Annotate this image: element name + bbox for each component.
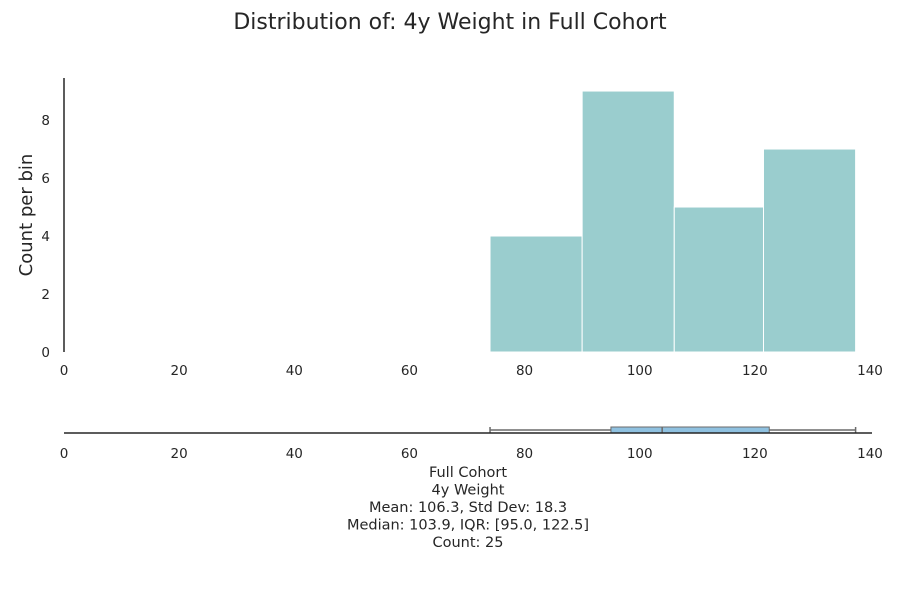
histogram-bar-2 bbox=[673, 206, 764, 353]
box-plot bbox=[489, 426, 857, 434]
box-x-tick-label: 140 bbox=[857, 446, 883, 462]
x-tick-label: 140 bbox=[857, 363, 883, 379]
box-iqr bbox=[610, 426, 770, 434]
x-tick-label: 80 bbox=[516, 363, 533, 379]
chart-title: Distribution of: 4y Weight in Full Cohor… bbox=[233, 10, 667, 35]
y-axis-label: Count per bin bbox=[16, 154, 37, 277]
histogram-bars bbox=[489, 90, 857, 353]
stats-line: Median: 103.9, IQR: [95.0, 122.5] bbox=[347, 518, 589, 534]
x-tick-label: 20 bbox=[171, 363, 188, 379]
box-x-tick-label: 120 bbox=[742, 446, 768, 462]
stats-line: Count: 25 bbox=[432, 535, 503, 551]
histogram-bar-1 bbox=[581, 90, 675, 353]
box-x-tick-label: 0 bbox=[60, 446, 69, 462]
box-x-tick-label: 40 bbox=[286, 446, 303, 462]
y-tick-label: 6 bbox=[41, 171, 50, 187]
box-x-tick-label: 100 bbox=[627, 446, 653, 462]
x-tick-label: 40 bbox=[286, 363, 303, 379]
box-x-tick-label: 20 bbox=[171, 446, 188, 462]
x-tick-label: 120 bbox=[742, 363, 768, 379]
box-x-ticks: 0 20 40 60 80 100 120 140 bbox=[60, 446, 883, 462]
x-tick-label: 100 bbox=[627, 363, 653, 379]
box-x-tick-label: 60 bbox=[401, 446, 418, 462]
stats-line: Mean: 106.3, Std Dev: 18.3 bbox=[369, 500, 567, 516]
y-tick-label: 2 bbox=[41, 287, 50, 303]
x-ticks: 0 20 40 60 80 100 120 140 bbox=[60, 363, 883, 379]
box-x-tick-label: 80 bbox=[516, 446, 533, 462]
y-tick-label: 4 bbox=[41, 229, 50, 245]
y-ticks: 0 2 4 6 8 bbox=[41, 113, 50, 361]
y-tick-label: 8 bbox=[41, 113, 50, 129]
x-tick-label: 0 bbox=[60, 363, 69, 379]
stats-line: 4y Weight bbox=[432, 483, 505, 499]
stats-line: Full Cohort bbox=[429, 465, 507, 481]
histogram-bar-3 bbox=[762, 148, 857, 353]
histogram-bar-0 bbox=[489, 235, 583, 353]
y-tick-label: 0 bbox=[41, 345, 50, 361]
x-tick-label: 60 bbox=[401, 363, 418, 379]
